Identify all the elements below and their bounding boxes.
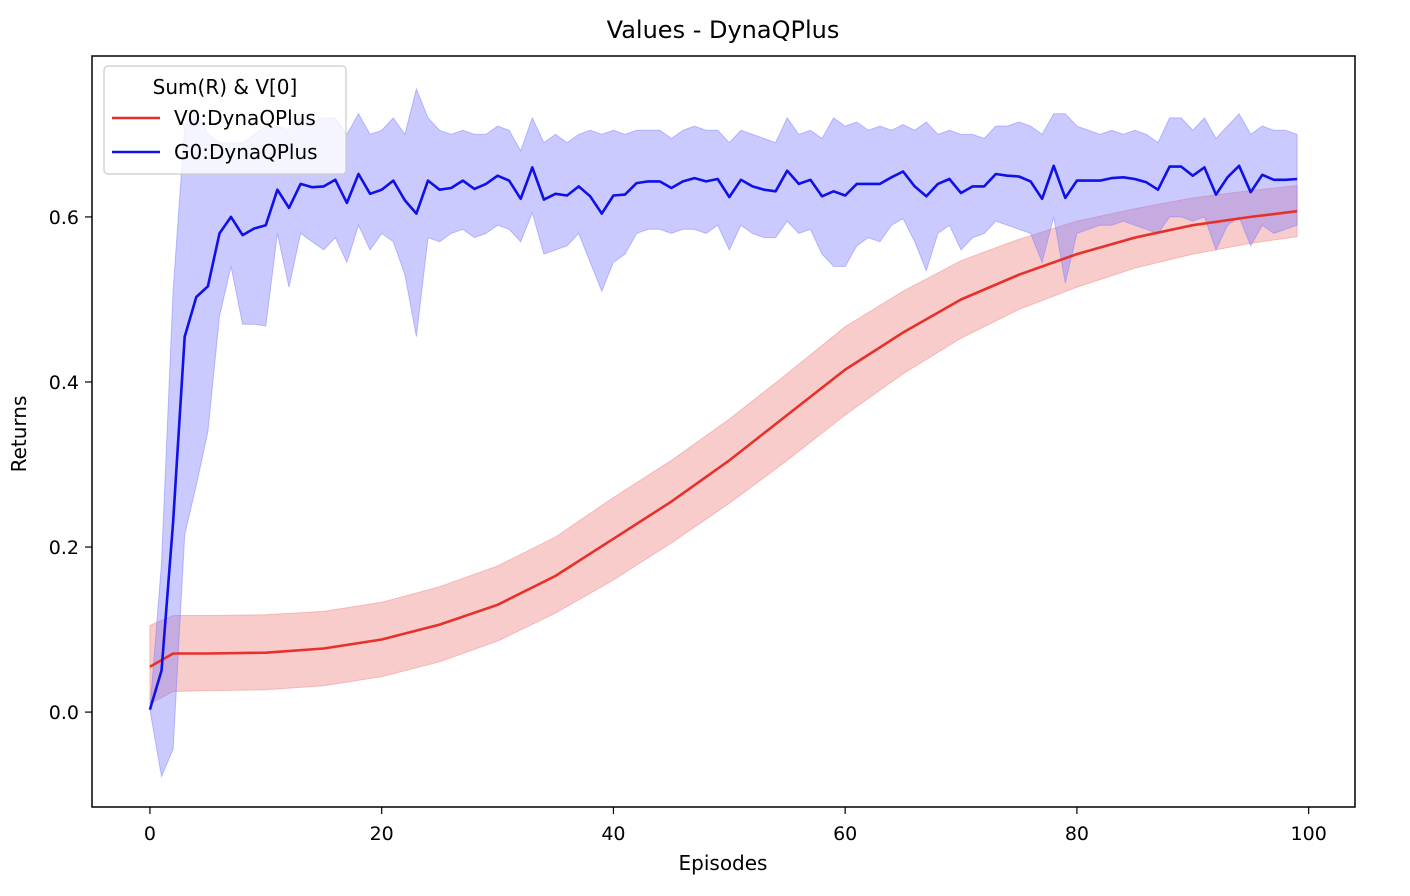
x-tick-label: 100 [1291,823,1327,845]
legend-entry-g0: G0:DynaQPlus [174,140,318,164]
y-tick-label: 0.2 [49,537,79,559]
chart-title: Values - DynaQPlus [607,16,840,44]
x-axis-ticks: 0 20 40 60 80 100 [144,807,1327,845]
y-tick-label: 0.4 [49,372,79,394]
y-axis-ticks: 0.0 0.2 0.4 0.6 [49,207,92,724]
series-lines [148,164,1298,710]
legend-title: Sum(R) & V[0] [153,75,298,99]
band-v0 [149,185,1298,705]
confidence-bands [149,87,1298,779]
line-g0 [148,164,1298,710]
x-tick-label: 40 [601,823,625,845]
y-axis-label: Returns [7,396,31,473]
legend-entry-v0: V0:DynaQPlus [174,106,316,130]
legend: Sum(R) & V[0] V0:DynaQPlus G0:DynaQPlus [103,65,347,175]
x-axis-label: Episodes [679,851,768,875]
y-tick-label: 0.6 [49,207,79,229]
y-tick-label: 0.0 [49,702,79,724]
plot-area-frame [91,55,1356,808]
line-v0 [149,209,1298,668]
x-tick-label: 60 [833,823,857,845]
legend-box [103,65,347,175]
x-tick-label: 80 [1065,823,1089,845]
x-tick-label: 20 [370,823,394,845]
x-tick-label: 0 [144,823,156,845]
